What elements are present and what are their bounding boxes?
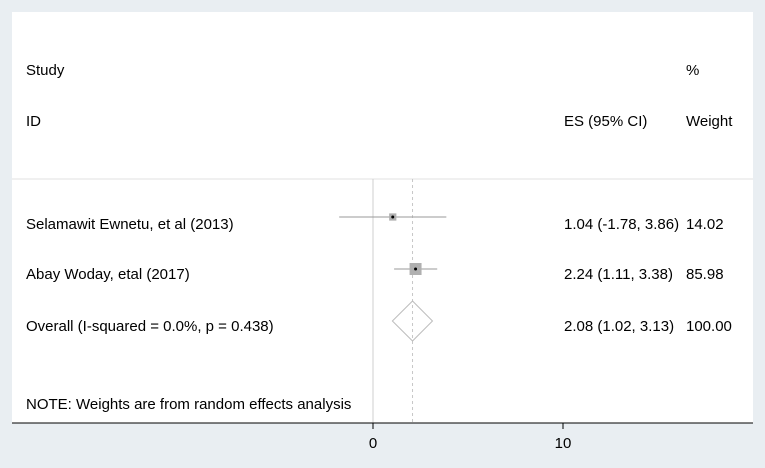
study-es-ci: 2.24 (1.11, 3.38) — [564, 266, 673, 283]
x-tick-label: 10 — [554, 435, 572, 452]
note-text: NOTE: Weights are from random effects an… — [26, 396, 352, 413]
overall-es-ci: 2.08 (1.02, 3.13) — [564, 318, 675, 335]
x-tick-label: 0 — [368, 435, 378, 452]
overall-diamond — [391, 300, 434, 342]
es-header: ES (95% CI) — [564, 113, 648, 130]
overall-label: Overall (I-squared = 0.0%, p = 0.438) — [26, 318, 274, 335]
overall-weight: 100.00 — [686, 318, 732, 335]
id-header: ID — [26, 113, 41, 130]
percent-header: % — [686, 62, 700, 79]
point-estimate — [414, 267, 418, 271]
weight-header: Weight — [686, 113, 733, 130]
study-label: Selamawit Ewnetu, et al (2013) — [26, 216, 234, 233]
study-weight: 85.98 — [686, 266, 724, 283]
study-es-ci: 1.04 (-1.78, 3.86) — [564, 216, 680, 233]
study-label: Abay Woday, etal (2017) — [26, 266, 190, 283]
study-header: Study — [26, 62, 65, 79]
study-weight: 14.02 — [686, 216, 724, 233]
point-estimate — [391, 215, 395, 219]
